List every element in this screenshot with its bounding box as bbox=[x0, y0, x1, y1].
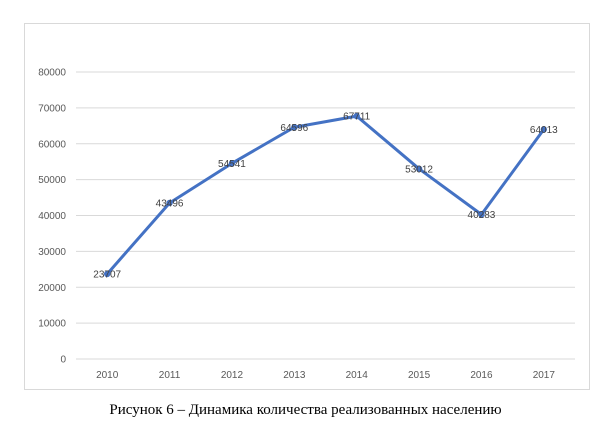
y-tick-label: 20000 bbox=[38, 283, 66, 294]
data-point-2012 bbox=[228, 160, 236, 167]
data-point-2013 bbox=[291, 124, 298, 131]
data-point-2010 bbox=[103, 270, 111, 278]
data-label-2016: 40283 bbox=[468, 210, 496, 221]
x-tick-label: 2012 bbox=[221, 370, 244, 381]
y-tick-label: 50000 bbox=[38, 175, 66, 186]
series-line bbox=[105, 114, 546, 276]
x-tick-label: 2011 bbox=[159, 370, 181, 381]
x-tick-label: 2017 bbox=[533, 370, 556, 381]
series-line-layer bbox=[103, 112, 548, 278]
x-tick-label: 2014 bbox=[346, 370, 369, 381]
x-tick-label: 2013 bbox=[283, 370, 306, 381]
y-axis-ticks: 0 10000 20000 30000 40000 50000 60000 70000 8000… bbox=[38, 68, 66, 366]
x-axis-ticks: 2010 2011 2012 2013 2014 2015 2016 2017 bbox=[96, 370, 555, 381]
data-label-2014: 67711 bbox=[343, 112, 371, 123]
y-tick-label: 40000 bbox=[38, 211, 66, 222]
data-point-2011 bbox=[166, 199, 173, 207]
y-tick-label: 0 bbox=[60, 355, 66, 366]
data-label-2011: 43496 bbox=[156, 198, 184, 209]
data-label-2010: 23707 bbox=[93, 269, 121, 280]
figure-caption: Рисунок 6 – Динамика количества реализов… bbox=[109, 402, 502, 418]
y-tick-label: 80000 bbox=[38, 68, 66, 79]
y-tick-label: 60000 bbox=[38, 139, 66, 150]
data-label-2017: 64013 bbox=[530, 125, 558, 136]
y-tick-label: 10000 bbox=[38, 319, 66, 330]
data-point-2016 bbox=[478, 211, 485, 218]
data-point-2015 bbox=[415, 165, 423, 173]
y-tick-label: 70000 bbox=[38, 103, 66, 114]
data-point-2014 bbox=[353, 112, 360, 120]
data-point-2017 bbox=[540, 126, 548, 133]
gridlines bbox=[76, 71, 575, 360]
data-label-2013: 64596 bbox=[280, 123, 308, 134]
data-label-2015: 53012 bbox=[405, 164, 433, 175]
x-tick-label: 2015 bbox=[408, 370, 431, 381]
y-tick-label: 30000 bbox=[38, 247, 66, 258]
x-tick-label: 2010 bbox=[96, 370, 119, 381]
data-label-2012: 54541 bbox=[218, 159, 246, 170]
x-tick-label: 2016 bbox=[470, 370, 493, 381]
data-labels: 23707 43496 54541 64596 67711 53012 40283 64013 bbox=[93, 112, 558, 281]
line-chart: 0 10000 20000 30000 40000 50000 60000 70000 8000… bbox=[38, 68, 575, 381]
chart-frame bbox=[24, 23, 590, 390]
